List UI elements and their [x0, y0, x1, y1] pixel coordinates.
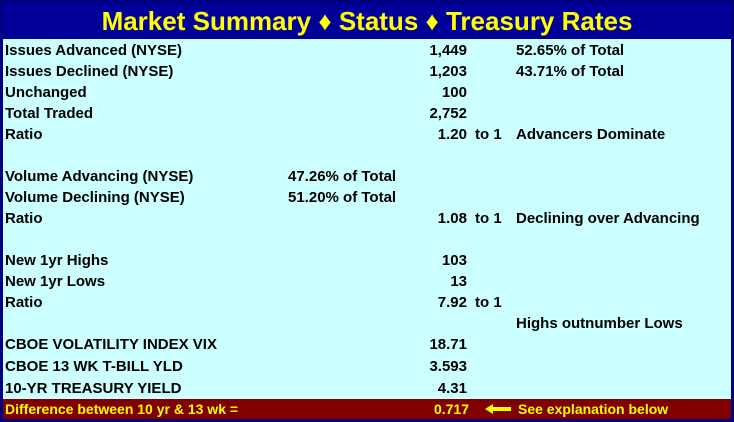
- table-row: Highs outnumber Lows: [3, 313, 731, 334]
- table-row: New 1yr Lows 13: [3, 271, 731, 292]
- row-value: 2,752: [429, 105, 467, 122]
- row-label: Unchanged: [5, 84, 87, 101]
- row-ratio-suffix: to 1: [475, 210, 502, 227]
- row-value: 1,203: [429, 63, 467, 80]
- row-note: Advancers Dominate: [516, 126, 666, 143]
- table-row: Volume Advancing (NYSE) 47.26% of Total: [3, 166, 731, 187]
- table-row: Ratio 1.20 to 1 Advancers Dominate: [3, 124, 731, 145]
- yield-difference-bar: Difference between 10 yr & 13 wk = 0.717…: [3, 399, 731, 419]
- row-label: New 1yr Highs: [5, 252, 109, 269]
- table-row: Ratio 7.92 to 1: [3, 292, 731, 313]
- row-label: Ratio: [5, 210, 43, 227]
- table-row: Total Traded 2,752: [3, 103, 731, 124]
- table-row: Issues Advanced (NYSE) 1,449 52.65% of T…: [3, 40, 731, 61]
- row-note: Declining over Advancing: [516, 210, 700, 227]
- table-row: Ratio 1.08 to 1 Declining over Advancing: [3, 208, 731, 229]
- row-label: CBOE 13 WK T-BILL YLD: [5, 358, 183, 375]
- row-label: Ratio: [5, 126, 43, 143]
- row-value: 1.20: [437, 126, 467, 143]
- row-note: Highs outnumber Lows: [516, 315, 683, 332]
- row-ratio-suffix: to 1: [475, 294, 502, 311]
- row-value: 100: [441, 84, 467, 101]
- table-row: Unchanged 100: [3, 82, 731, 103]
- row-note: 52.65% of Total: [516, 42, 625, 59]
- row-value: 4.31: [437, 380, 467, 397]
- row-ratio-suffix: to 1: [475, 126, 502, 143]
- row-label: New 1yr Lows: [5, 273, 106, 290]
- row-value: 1.08: [437, 210, 467, 227]
- difference-value: 0.717: [433, 401, 469, 417]
- table-row: 10-YR TREASURY YIELD 4.31: [3, 378, 731, 399]
- table-row: New 1yr Highs 103: [3, 250, 731, 271]
- row-label: Volume Declining (NYSE): [5, 189, 185, 206]
- row-value: 1,449: [429, 42, 467, 59]
- row-mid-value: 47.26% of Total: [288, 168, 397, 185]
- page-title: Market Summary ♦ Status ♦ Treasury Rates: [3, 3, 731, 39]
- table-row: CBOE VOLATILITY INDEX VIX 18.71: [3, 334, 731, 355]
- table-row: Volume Declining (NYSE) 51.20% of Total: [3, 187, 731, 208]
- row-mid-value: 51.20% of Total: [288, 189, 397, 206]
- left-arrow-icon: [485, 404, 511, 414]
- row-value: 7.92: [437, 294, 467, 311]
- row-label: Volume Advancing (NYSE): [5, 168, 194, 185]
- row-note: 43.71% of Total: [516, 63, 625, 80]
- row-label: CBOE VOLATILITY INDEX VIX: [5, 336, 217, 353]
- row-value: 13: [450, 273, 467, 290]
- row-value: 18.71: [429, 336, 467, 353]
- row-label: Total Traded: [5, 105, 94, 122]
- table-row: Issues Declined (NYSE) 1,203 43.71% of T…: [3, 61, 731, 82]
- row-label: 10-YR TREASURY YIELD: [5, 380, 182, 397]
- table-row: CBOE 13 WK T-BILL YLD 3.593: [3, 356, 731, 377]
- row-label: Issues Advanced (NYSE): [5, 42, 183, 59]
- row-value: 103: [441, 252, 467, 269]
- explanation-link: See explanation below: [518, 401, 669, 417]
- row-label: Issues Declined (NYSE): [5, 63, 174, 80]
- row-value: 3.593: [429, 358, 467, 375]
- difference-label: Difference between 10 yr & 13 wk =: [5, 401, 239, 417]
- row-label: Ratio: [5, 294, 43, 311]
